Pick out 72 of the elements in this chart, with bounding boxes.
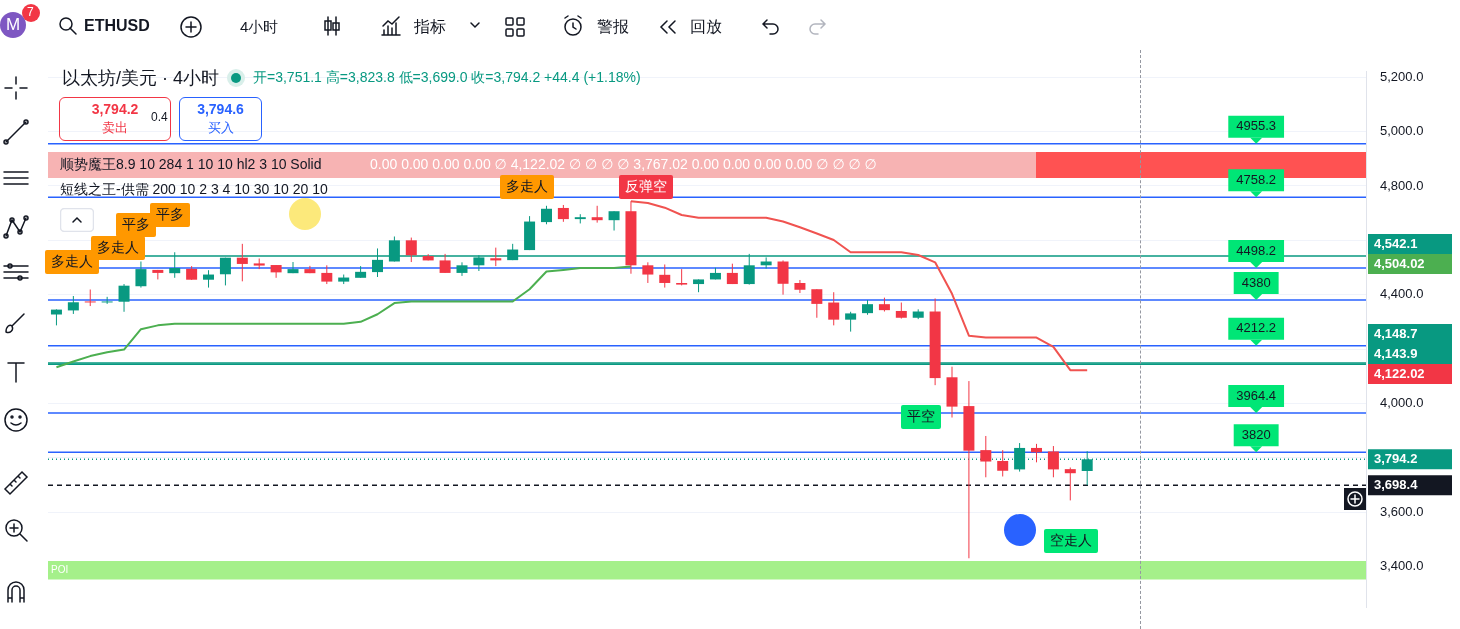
candlestick [1047,445,1059,478]
text: 指标 [414,17,446,37]
candlestick [997,449,1009,477]
candlestick [101,296,113,305]
annotation: 0.4 [151,110,168,124]
annotation: 平多 [116,213,156,237]
candlestick [828,291,840,326]
candlestick [236,243,248,282]
candlestick [135,261,147,289]
candlestick [845,311,857,333]
text: 7 [27,5,34,19]
y-tick-label: 4,400.0 [1380,286,1424,302]
annotation: 平空 [901,405,941,429]
annotation: 3964.4 [1236,387,1277,403]
ref-line-label: 3,794.2 [1374,450,1418,466]
text: 4,504.02 [1368,254,1452,274]
candlestick [1031,443,1042,463]
candlestick [118,283,130,313]
annotation: 多走人 [97,239,139,255]
y-tick-label: 4,000.0 [1380,394,1424,410]
y-tick-label: 3,600.0 [1380,503,1424,519]
annotation: 短线之王-供需 200 10 2 3 4 10 30 10 20 10 [60,181,328,199]
candlestick [608,210,620,232]
annotation: 顺势魔王8.9 10 284 1 10 10 hl2 3 10 Solid [60,156,322,174]
chart-subtitle: 开=3,751.1 高=3,823.8 低=3,699.0 收=3,794.2 +44.4 (+1.18%) [253,69,641,87]
annotation: 4955.3 [1236,118,1277,134]
candlestick [659,263,671,289]
candlestick [794,279,806,294]
candlestick [540,205,552,225]
annotation: 4380 [1241,274,1271,290]
ref-line-label: 4,148.7 [1374,325,1418,341]
annotation: 反弹空 [619,175,673,199]
candlestick [287,261,299,274]
candlestick [405,237,417,263]
candlestick [811,288,823,319]
annotation: 3,794.2 [91,101,139,117]
annotation: 空走人 [1044,529,1098,553]
candlestick [490,247,502,267]
annotation: 4758.2 [1236,171,1277,187]
y-tick-label: 5,200.0 [1380,68,1424,84]
candlestick [270,264,282,279]
text: 回放 [690,17,722,37]
text: 4,122.02 [1368,364,1452,384]
y-tick-label: 3,400.0 [1380,558,1424,574]
ref-line-label: 4,143.9 [1374,345,1418,361]
ref-line-label: 3,698.4 [1374,476,1419,492]
ref-line-label: 4,542.1 [1374,235,1418,251]
text: 4小时 [240,18,279,37]
annotation: 买入 [206,119,235,137]
annotation: 多走人 [51,253,93,269]
y-tick-label: 4,800.0 [1380,177,1424,193]
band-label: POI [51,563,69,575]
text: ETHUSD [84,17,150,35]
candlestick [439,253,451,274]
candlestick [1064,467,1076,501]
candlestick [642,261,654,284]
annotation: 4498.2 [1236,242,1277,258]
text: M [6,15,21,35]
candlestick [777,259,789,296]
text: 警报 [597,17,629,37]
annotation: 多走人 [500,175,554,199]
candlestick [980,435,992,478]
annotation: 平多 [150,203,190,227]
annotation: 0.00 0.00 0.00 0.00 ∅ 4,122.02 ∅ ∅ ∅ ∅ 3,767.02 0.00 0.00 0.00 0.00 ∅ ∅ ∅ ∅ [370,156,877,172]
annotation: 3,794.6 [196,101,245,117]
chart-title: 以太坊/美元 · 4小时 [62,67,220,90]
annotation: 3820 [1241,426,1271,442]
annotation: 卖出 [102,120,128,135]
y-tick-label: 5,000.0 [1380,123,1424,139]
candlestick [84,288,96,307]
annotation: 4212.2 [1236,320,1277,336]
candlestick [321,264,333,285]
